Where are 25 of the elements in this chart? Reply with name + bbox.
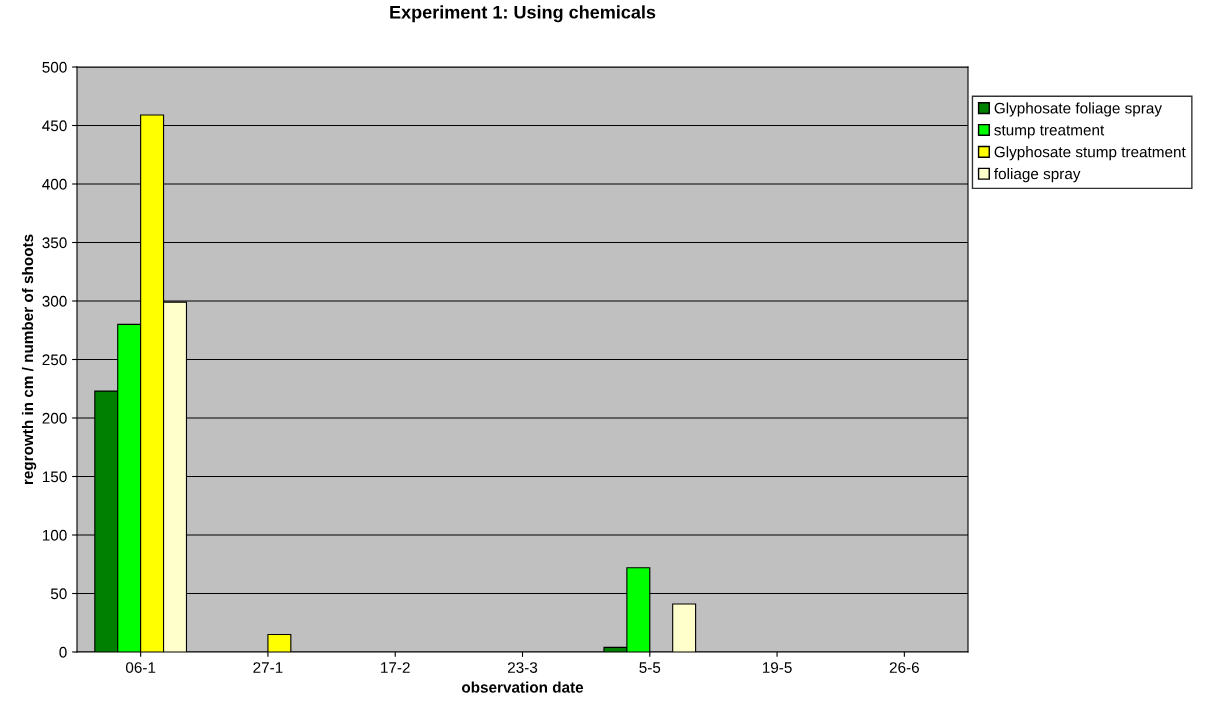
x-tick-label: 06-1 — [125, 662, 156, 673]
legend-label: foliage spray — [994, 168, 1081, 183]
legend-label: Glyphosate stump treatment — [994, 146, 1186, 161]
x-tick-label: 27-1 — [253, 662, 283, 673]
y-tick-label: 500 — [42, 61, 67, 73]
x-tick-label: 26-6 — [889, 662, 919, 673]
y-axis-title: regrowth in cm / number of shoots — [21, 234, 37, 485]
y-tick-label: 50 — [50, 588, 67, 600]
x-tick-label: 23-3 — [507, 662, 538, 673]
x-tick-label: 17-2 — [381, 662, 410, 673]
chart-title: Experiment 1: Using chemicals — [390, 5, 656, 23]
legend-label: Glyphosate foliage spray — [994, 102, 1162, 117]
x-axis-title: observation date — [461, 681, 584, 693]
y-tick-label: 300 — [42, 295, 67, 307]
y-tick-label: 150 — [42, 471, 67, 483]
y-tick-label: 350 — [42, 237, 67, 249]
y-tick-label: 100 — [42, 529, 67, 541]
y-tick-label: 250 — [42, 354, 67, 366]
legend-label: stump treatment — [994, 125, 1105, 139]
y-tick-label: 200 — [42, 412, 67, 424]
y-tick-label: 400 — [42, 178, 67, 190]
y-tick-label: 450 — [42, 120, 67, 132]
x-tick-label: 19-5 — [762, 662, 792, 673]
x-tick-label: 5-5 — [639, 662, 661, 673]
y-tick-label: 0 — [59, 646, 67, 658]
